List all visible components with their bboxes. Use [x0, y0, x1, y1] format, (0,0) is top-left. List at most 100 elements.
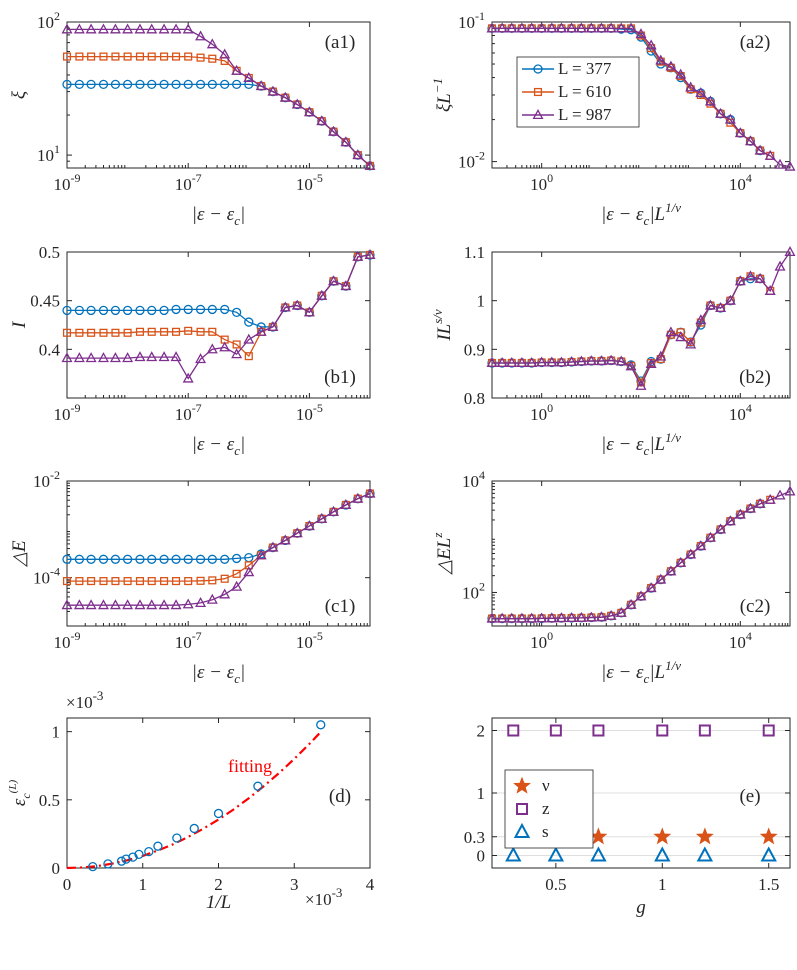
data-point — [352, 149, 364, 160]
data-point — [195, 30, 207, 41]
y-tick-label: 1.1 — [464, 243, 485, 262]
data-point — [615, 355, 627, 366]
data-point — [159, 305, 169, 316]
data-point — [585, 611, 597, 622]
data-point — [244, 79, 254, 90]
data-point — [123, 577, 132, 586]
data-point — [122, 554, 133, 564]
data-point — [635, 379, 647, 390]
data-point — [196, 576, 205, 585]
x-exponent: ×10-3 — [305, 885, 342, 909]
data-point-triangle — [505, 846, 522, 862]
data-point — [219, 48, 231, 59]
data-point — [134, 23, 146, 34]
y-tick-label: 1 — [477, 784, 486, 803]
data-point — [73, 599, 85, 610]
data-point-square — [592, 724, 605, 737]
data-point — [496, 357, 508, 368]
data-point — [645, 582, 657, 593]
panel-label: (c2) — [740, 596, 771, 617]
data-point — [109, 23, 121, 34]
panel-a1: 10-9 10-7 10-5 101 102 |ε − εc| ξ (a1) — [9, 9, 376, 228]
data-point — [182, 598, 194, 609]
data-point — [774, 260, 786, 271]
data-point — [279, 534, 291, 545]
data-point — [496, 612, 508, 623]
plot-area — [66, 251, 371, 399]
data-point-square — [549, 724, 562, 737]
data-point — [61, 599, 73, 610]
y-axis-label: △ELz — [430, 533, 455, 576]
data-point — [146, 599, 158, 610]
legend-label: s — [542, 822, 549, 841]
data-point — [243, 71, 255, 82]
data-point — [486, 22, 498, 33]
data-point — [122, 352, 134, 363]
data-point — [675, 68, 687, 79]
data-point — [147, 554, 157, 564]
legend: L = 377 L = 610 L = 987 — [516, 56, 640, 128]
data-point — [244, 317, 254, 327]
data-point — [122, 79, 133, 90]
data-point — [160, 327, 169, 336]
data-point-triangle — [654, 846, 671, 862]
panel-d: 0 1 2 3 4 0 0.5 1 fitting ×10-3 ×10-3 1/L εc(L) (d) — [7, 688, 375, 913]
data-point — [676, 328, 685, 337]
y-tick-label: 10-2 — [458, 149, 485, 172]
data-point — [655, 350, 667, 361]
data-point — [135, 79, 145, 90]
x-tick-label: 0 — [63, 875, 72, 894]
data-point — [147, 79, 157, 90]
y-tick-label: 0.5 — [39, 791, 60, 810]
y-exponent: ×10-3 — [66, 688, 103, 712]
data-point — [86, 305, 96, 316]
data-point — [172, 833, 182, 843]
data-point — [744, 502, 756, 513]
data-point — [220, 79, 230, 90]
x-tick-label: 10-5 — [296, 171, 323, 194]
data-point — [784, 160, 796, 171]
y-tick-label: 0.4 — [39, 340, 61, 359]
data-point — [88, 861, 98, 872]
data-point-star — [759, 827, 778, 845]
data-point — [724, 515, 736, 526]
data-point — [655, 573, 667, 584]
data-point — [595, 611, 607, 622]
x-tick-label: 100 — [530, 629, 553, 652]
data-point — [526, 357, 538, 368]
legend-marker — [533, 64, 543, 74]
data-point — [99, 328, 108, 337]
plot-area — [66, 21, 371, 169]
data-point — [635, 590, 647, 601]
data-point — [303, 306, 315, 317]
data-point — [75, 52, 84, 61]
data-point — [291, 98, 303, 109]
data-point — [340, 280, 352, 291]
data-point — [97, 599, 109, 610]
panel-e: 0.5 1 1.5 00.3 1 2 νzs g (e) — [464, 717, 791, 918]
data-point — [99, 52, 108, 61]
y-tick-label: 1 — [477, 292, 486, 311]
legend-label: L = 987 — [558, 105, 612, 124]
data-point-square — [656, 724, 669, 737]
y-axis-label: △E — [9, 540, 30, 568]
data-point — [135, 327, 145, 336]
data-point — [364, 487, 376, 498]
data-point-star — [653, 827, 672, 845]
y-tick-label: 102 — [462, 579, 485, 602]
plot-area — [491, 480, 791, 627]
data-point — [111, 577, 120, 586]
x-tick-label: 10-5 — [296, 401, 323, 424]
data-point — [109, 599, 121, 610]
x-axis-label: |ε − εc|L1/ν — [601, 200, 681, 228]
data-point — [243, 333, 255, 344]
data-point — [675, 331, 687, 342]
data-point — [546, 22, 558, 33]
data-point — [232, 569, 241, 578]
data-point — [303, 520, 315, 531]
data-point — [171, 79, 181, 90]
data-point — [486, 357, 498, 368]
data-point — [754, 272, 766, 283]
y-tick-label: 104 — [462, 468, 485, 491]
data-point — [256, 322, 266, 332]
